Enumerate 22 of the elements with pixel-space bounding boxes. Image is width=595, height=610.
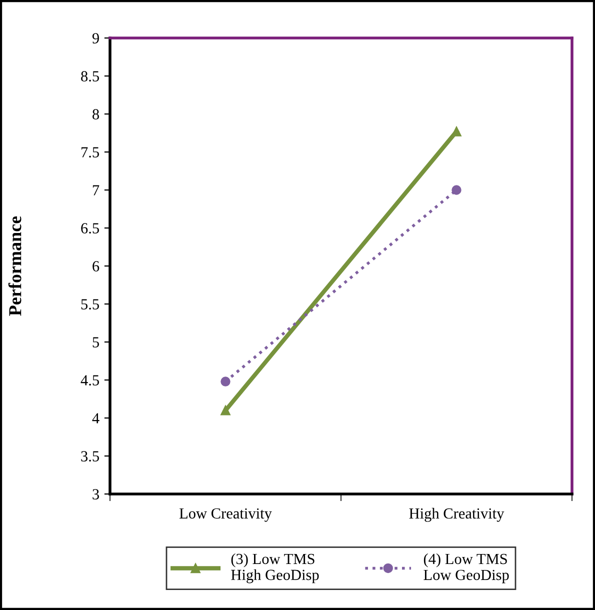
y-tick-label: 6: [92, 261, 100, 272]
point: [452, 185, 462, 195]
y-tick-label: 7.5: [81, 147, 99, 158]
y-tick-label: 4: [92, 413, 100, 424]
x-tick-label: High Creativity: [409, 508, 504, 522]
y-tick-label: 3.5: [81, 451, 99, 462]
legend-label: (3) Low TMS High GeoDisp: [231, 553, 319, 584]
y-tick-label: 5.5: [81, 299, 99, 310]
y-tick-label: 8: [92, 109, 99, 120]
point: [452, 126, 462, 136]
x-tick-label: Low Creativity: [179, 508, 272, 522]
y-tick-label: 6.5: [81, 223, 99, 234]
y-tick-label: 9: [92, 33, 99, 44]
point: [220, 406, 230, 416]
y-axis-title: Performance: [8, 216, 22, 316]
legend-label: (4) Low TMS Low GeoDisp: [424, 553, 509, 584]
y-tick-label: 7: [92, 185, 100, 196]
y-tick-label: 8.5: [81, 71, 99, 82]
point: [220, 376, 230, 386]
y-tick-label: 4.5: [80, 375, 99, 386]
y-tick-label: 5: [92, 337, 99, 348]
y-tick-label: 3: [92, 489, 99, 500]
